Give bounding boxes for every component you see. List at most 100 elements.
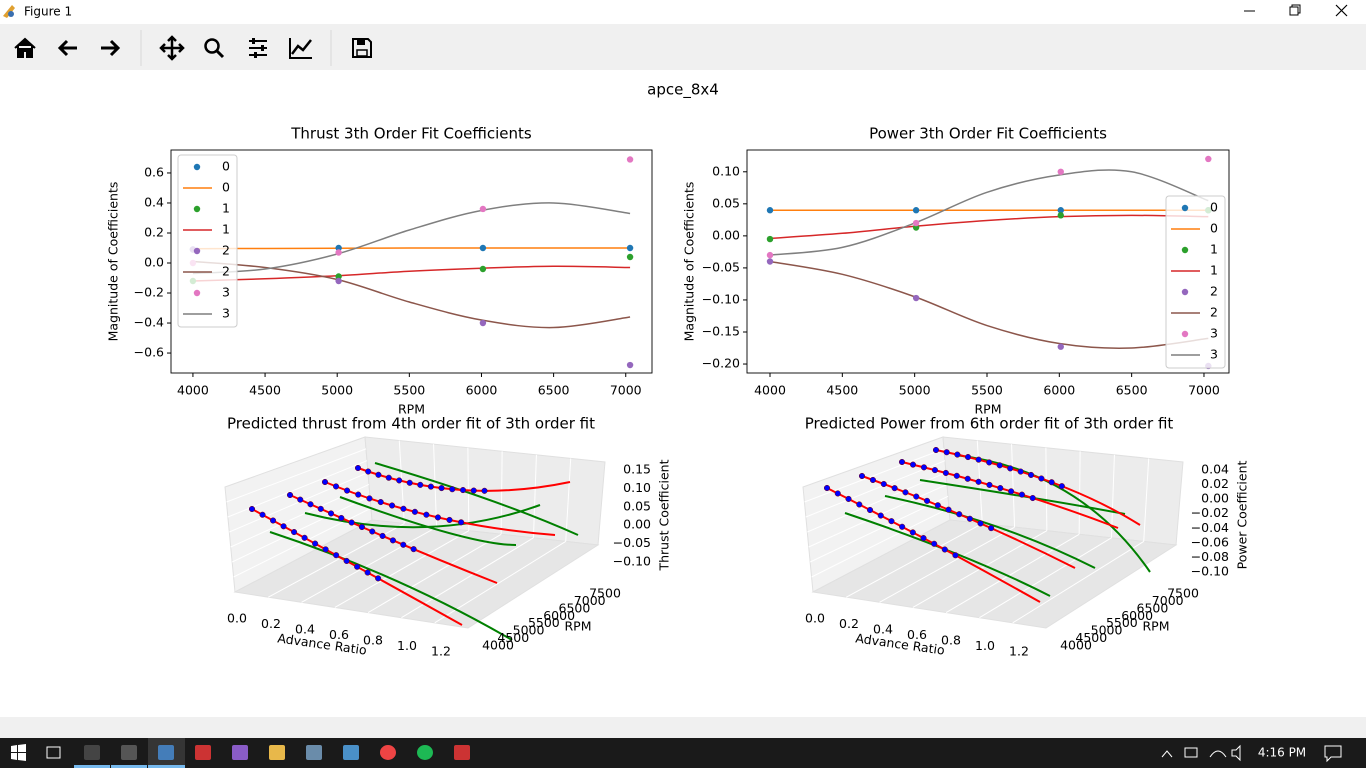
configure-button[interactable] [249,38,267,58]
restore-button[interactable] [1289,4,1301,16]
y-axis-label: Magnitude of Coefficients [106,182,121,342]
z-tick-label: −0.05 [613,535,651,550]
legend-marker [193,289,201,297]
pane-grid [433,444,438,528]
sample-point [952,552,959,559]
home-button[interactable] [14,37,36,58]
sample-point [856,501,863,508]
sample-point [877,512,884,519]
start-button[interactable] [11,744,26,761]
pane-grid [811,507,950,578]
close-button[interactable] [1335,4,1348,17]
z-tick-label: 0.15 [623,462,651,477]
fit-curve [269,531,513,641]
sample-point [354,464,362,472]
sample-point [280,523,287,530]
z-tick-label: −0.04 [1191,520,1229,535]
data-point [479,205,487,213]
y-tick-label: 5500 [1106,615,1138,630]
data-point [912,224,920,231]
sample-point [977,520,984,527]
pane-grid [500,451,503,535]
sample-point [259,511,266,518]
pane-grid [532,454,537,538]
pan-button[interactable] [159,35,185,61]
forward-button[interactable] [101,39,121,57]
sample-point [406,479,413,486]
sample-point [898,458,906,466]
data-point [335,249,342,256]
sample-point [924,497,931,504]
fit-line [192,202,631,275]
sample-point [410,546,417,553]
y-tick-label: 0.05 [712,195,740,210]
sample-point [988,525,995,532]
chart: Thrust 3th Order Fit Coefficients 4000 450… [106,125,653,417]
legend-box [177,154,238,328]
sample-point [377,499,384,506]
data-point [1057,168,1064,175]
sample-point [458,519,465,526]
data-point [766,207,774,214]
pane-grid [879,526,1015,603]
sample-point [1018,491,1025,498]
sample-point [470,487,477,494]
sample-point [301,534,308,541]
sample-point [344,487,351,494]
sample-point [396,477,403,484]
taskbar-app [84,745,100,760]
zoom-button[interactable] [204,38,225,59]
sample-point [909,529,916,536]
sample-point [321,478,329,486]
chart-title: Thrust 3th Order Fit Coefficients [290,125,532,143]
x-tick-label: 6000 [466,383,498,398]
x-tick-label: 5500 [393,383,425,398]
y-tick-label: 0.6 [144,164,164,179]
taskbar-app [232,745,248,760]
fit-line [769,214,1209,240]
sample-point [427,483,434,490]
data-point [335,244,342,252]
y-tick-label: −0.05 [702,259,740,274]
legend-label: 2 [222,243,230,258]
z-tick-label: 0.05 [623,498,651,513]
y-axis-label: RPM [1142,619,1169,634]
y-tick-label: 7000 [574,593,606,608]
data-point [479,319,487,327]
save-button[interactable] [352,38,372,58]
sample-point [909,461,917,468]
legend-marker [1181,288,1189,296]
task-view-button[interactable] [46,746,61,759]
plot-area [189,156,634,369]
data-point [1057,207,1064,214]
data-point [626,244,634,252]
pane-grid [226,448,367,503]
sample-point [902,489,909,496]
sample-point [888,518,895,525]
sample-point [327,510,335,517]
x-tick-label: 6000 [1043,383,1075,398]
pane-grid [1045,447,1048,531]
taskbar-app [269,745,285,760]
x-tick-label: 0.8 [941,633,961,648]
z-tick-label: 0.10 [623,480,651,495]
pane-grid [229,472,369,533]
axes-button[interactable] [289,38,312,59]
x-tick-label: 1.2 [1009,644,1029,659]
legend-label: 0 [222,159,230,174]
pane-grid [1012,541,1144,624]
back-button[interactable] [57,39,77,57]
sample-point [446,516,453,523]
title-bar [0,0,1366,24]
legend-label: 3 [1210,347,1218,362]
pane-grid [807,472,947,533]
sample-point [945,506,952,513]
z-axis-label: Thrust Coefficient [657,459,672,571]
sample-point [880,480,887,488]
sample-point [954,451,961,458]
sample-point [1058,483,1065,490]
notification-button[interactable] [1324,745,1342,763]
y-tick-label: −0.15 [702,323,740,338]
x-tick-label: 7000 [1188,383,1220,398]
plot-area [766,155,1212,370]
